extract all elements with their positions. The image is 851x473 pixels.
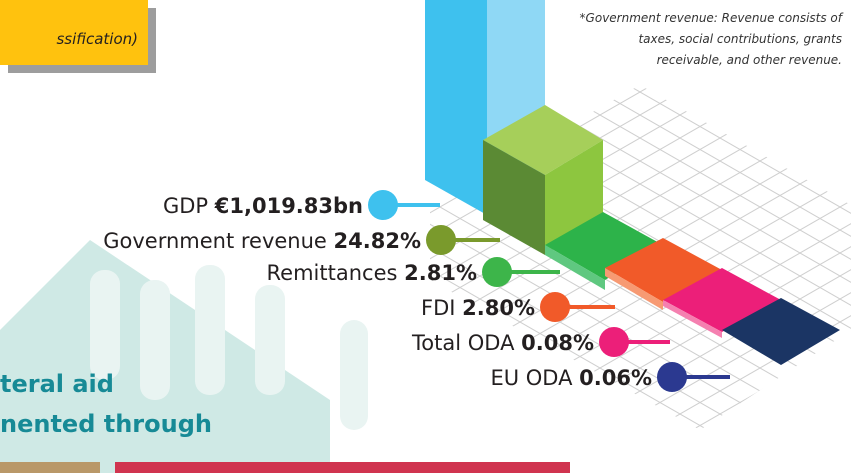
teal-heading: teral aid (0, 370, 114, 398)
iso-bars (425, 0, 840, 365)
teal-heading: nented through (0, 410, 212, 438)
item-value: 2.80% (462, 296, 535, 320)
dot (657, 362, 687, 392)
item-label: FDI 2.80% (421, 296, 535, 320)
note-line: taxes, social contributions, grants (638, 32, 842, 46)
item-value: €1,019.83bn (214, 194, 363, 218)
note-line: *Government revenue: Revenue consists of (580, 11, 844, 25)
item-name: Remittances (267, 261, 398, 285)
item-label: Remittances 2.81% (267, 261, 477, 285)
dot (482, 257, 512, 287)
item-name: Total ODA (411, 331, 515, 355)
item-value: 0.08% (521, 331, 594, 355)
tan-bar (0, 462, 100, 473)
item-value: 0.06% (579, 366, 652, 390)
dot (368, 190, 398, 220)
item-label: Total ODA 0.08% (411, 331, 594, 355)
box-text: ssification) (56, 30, 138, 48)
item-name: FDI (421, 296, 455, 320)
item-name: Government revenue (103, 229, 327, 253)
item-label: GDP €1,019.83bn (163, 194, 363, 218)
item-name: EU ODA (490, 366, 573, 390)
item-value: 2.81% (404, 261, 477, 285)
dot (426, 225, 456, 255)
ghost-people (90, 265, 368, 430)
yellow-box (0, 0, 148, 65)
dot (599, 327, 629, 357)
item-label: EU ODA 0.06% (490, 366, 652, 390)
dot (540, 292, 570, 322)
footnote: *Government revenue: Revenue consists of… (580, 11, 844, 67)
item-label: Government revenue 24.82% (103, 229, 421, 253)
item-name: GDP (163, 194, 208, 218)
crimson-bar (115, 462, 570, 473)
item-value: 24.82% (334, 229, 421, 253)
note-line: receivable, and other revenue. (657, 53, 842, 67)
